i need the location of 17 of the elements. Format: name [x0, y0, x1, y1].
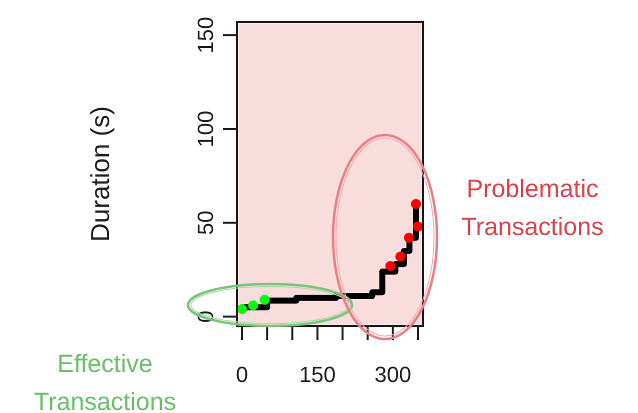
point [260, 294, 270, 305]
point [410, 199, 421, 210]
text: Problematic Transactions [460, 174, 605, 243]
y-tick-label: 150 [193, 16, 218, 54]
point [385, 260, 396, 271]
point [412, 222, 423, 232]
y-tick-label: 100 [193, 110, 218, 148]
x-tick-label: 150 [299, 362, 336, 387]
point [395, 252, 406, 262]
x-tick-label: 300 [374, 362, 412, 387]
point [248, 300, 258, 310]
x-tick-label: 0 [236, 362, 248, 387]
y-axis-title: Duration (s) [85, 106, 116, 242]
y-tick-label: 50 [193, 210, 218, 236]
point [404, 232, 414, 243]
text: Effective Transactions [32, 349, 178, 413]
point [237, 304, 248, 314]
